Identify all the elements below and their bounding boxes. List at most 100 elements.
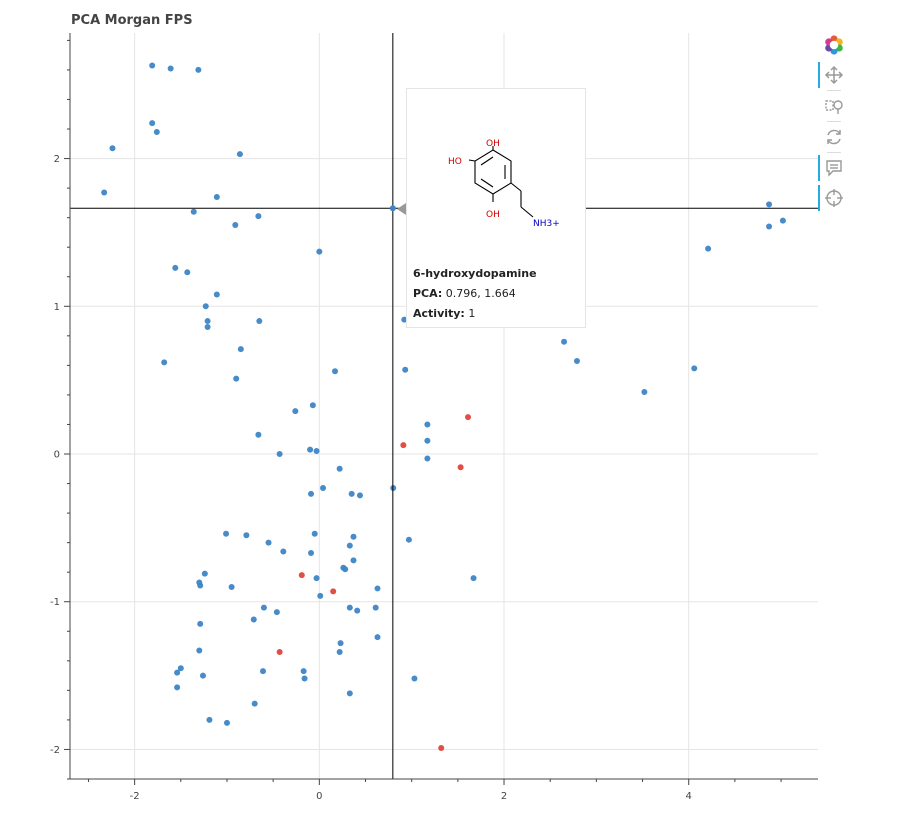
inactive-point bbox=[149, 62, 156, 69]
bokeh-logo-icon[interactable] bbox=[818, 30, 850, 60]
inactive-point bbox=[573, 357, 580, 364]
box-zoom-tool[interactable] bbox=[818, 91, 850, 121]
active-point bbox=[298, 572, 305, 579]
tooltip-pca-label: PCA: bbox=[413, 287, 443, 300]
pan-icon bbox=[824, 65, 844, 85]
inactive-point bbox=[350, 557, 357, 564]
inactive-point bbox=[346, 604, 353, 611]
inactive-point bbox=[301, 675, 308, 682]
tooltip-activity-value: 1 bbox=[468, 307, 476, 320]
inactive-point bbox=[336, 465, 343, 472]
active-point bbox=[400, 442, 407, 449]
inactive-point bbox=[411, 675, 418, 682]
tooltip-activity-label: Activity: bbox=[413, 307, 465, 320]
inactive-point bbox=[250, 616, 257, 623]
inactive-point bbox=[280, 548, 287, 555]
toolbar-divider bbox=[827, 152, 841, 153]
atom-label: NH3+ bbox=[533, 219, 560, 229]
inactive-point bbox=[260, 604, 267, 611]
inactive-point bbox=[424, 455, 431, 462]
inactive-point bbox=[691, 365, 698, 372]
inactive-point bbox=[172, 264, 179, 271]
plot-toolbar bbox=[818, 30, 850, 213]
y-axis: -2 -1 0 1 2 bbox=[50, 33, 71, 780]
inactive-point bbox=[256, 318, 263, 325]
inactive-point bbox=[374, 585, 381, 592]
inactive-point bbox=[561, 338, 568, 345]
inactive-point bbox=[300, 668, 307, 675]
y-tick-label: -2 bbox=[50, 745, 60, 756]
inactive-point bbox=[766, 201, 773, 208]
inactive-point bbox=[309, 402, 316, 409]
crosshair-tool[interactable] bbox=[818, 183, 850, 213]
inactive-point bbox=[101, 189, 108, 196]
atom-label: OH bbox=[486, 139, 500, 149]
inactive-point bbox=[243, 532, 250, 539]
inactive-point bbox=[199, 672, 206, 679]
inactive-point bbox=[346, 542, 353, 549]
inactive-point bbox=[308, 490, 315, 497]
y-tick-label: 1 bbox=[54, 302, 60, 313]
hover-tooltip: OH HO OH NH3+ 6-hydroxydopamine PCA: 0.7… bbox=[406, 88, 586, 328]
inactive-point bbox=[766, 223, 773, 230]
x-tick-label: -2 bbox=[130, 791, 140, 802]
inactive-point bbox=[213, 291, 220, 298]
atom-label: HO bbox=[448, 157, 462, 167]
y-tick-label: 0 bbox=[54, 450, 60, 461]
inactive-point bbox=[316, 248, 323, 255]
inactive-point bbox=[255, 213, 262, 220]
inactive-point bbox=[705, 245, 712, 252]
crosshair-icon bbox=[825, 189, 843, 207]
inactive-point bbox=[202, 303, 209, 310]
inactive-point bbox=[233, 375, 240, 382]
reset-icon bbox=[827, 129, 841, 145]
inactive-point bbox=[149, 120, 156, 127]
hover-tool[interactable] bbox=[818, 153, 850, 183]
active-point bbox=[438, 744, 445, 751]
inactive-point bbox=[374, 634, 381, 641]
inactive-point bbox=[167, 65, 174, 72]
inactive-point bbox=[223, 719, 230, 726]
inactive-point bbox=[346, 690, 353, 697]
inactive-point bbox=[273, 609, 280, 616]
inactive-point bbox=[320, 484, 327, 491]
inactive-point bbox=[292, 408, 299, 415]
inactive-point bbox=[401, 316, 408, 323]
inactive-point bbox=[237, 346, 244, 353]
inactive-point bbox=[232, 222, 239, 229]
data-points bbox=[101, 62, 786, 751]
inactive-point bbox=[204, 318, 211, 325]
inactive-point bbox=[255, 431, 262, 438]
inactive-point bbox=[308, 549, 315, 556]
inactive-point bbox=[356, 492, 363, 499]
hover-icon bbox=[826, 160, 842, 177]
inactive-point bbox=[307, 446, 314, 453]
inactive-point bbox=[470, 575, 477, 582]
inactive-point bbox=[311, 530, 318, 537]
pan-tool[interactable] bbox=[818, 60, 850, 90]
inactive-point bbox=[161, 359, 168, 366]
inactive-point bbox=[213, 193, 220, 200]
inactive-point bbox=[197, 620, 204, 627]
active-point bbox=[276, 648, 283, 655]
inactive-point bbox=[276, 451, 283, 458]
x-tick-label: 4 bbox=[686, 791, 692, 802]
toolbar-divider bbox=[827, 121, 841, 122]
y-tick-label: -1 bbox=[50, 597, 60, 608]
active-point bbox=[457, 464, 464, 471]
inactive-point bbox=[402, 366, 409, 373]
active-point bbox=[465, 414, 472, 421]
inactive-point bbox=[260, 668, 267, 675]
inactive-point bbox=[372, 604, 379, 611]
inactive-point bbox=[174, 684, 181, 691]
inactive-point bbox=[350, 533, 357, 540]
inactive-point bbox=[348, 490, 355, 497]
tooltip-compound-name: 6-hydroxydopamine bbox=[413, 267, 537, 280]
inactive-point bbox=[228, 583, 235, 590]
molecule-structure-image: OH HO OH NH3+ bbox=[448, 139, 560, 229]
inactive-point bbox=[153, 128, 160, 135]
inactive-point bbox=[206, 716, 213, 723]
inactive-point bbox=[174, 669, 181, 676]
inactive-point bbox=[184, 269, 191, 276]
reset-tool[interactable] bbox=[818, 122, 850, 152]
